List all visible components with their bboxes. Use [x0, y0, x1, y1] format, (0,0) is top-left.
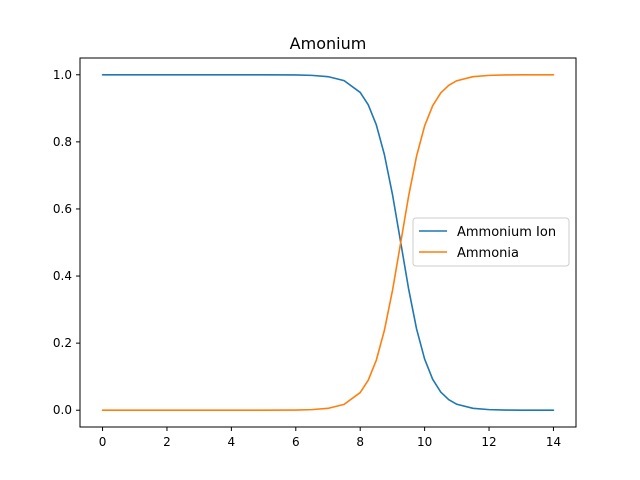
series-line-0 [101, 73, 555, 412]
legend-label-1: Ammonia [457, 246, 519, 261]
axes-frame [79, 57, 577, 428]
y-tick-label: 1.0 [53, 68, 72, 82]
y-tick-label: 0.4 [53, 269, 72, 283]
legend-label-0: Ammonium Ion [457, 225, 556, 240]
x-tick-label: 8 [356, 435, 364, 449]
series-layer [101, 73, 555, 412]
x-tick-label: 2 [163, 435, 171, 449]
axes-layer: 0 2 4 6 8 10 12 14 0.0 0.2 0.4 0.6 0.8 1.0 [53, 57, 577, 449]
y-tick-label: 0.8 [53, 135, 72, 149]
x-tick-label: 12 [481, 435, 496, 449]
y-tick-label: 0.0 [53, 403, 72, 417]
x-tick-label: 14 [546, 435, 561, 449]
x-tick-label: 4 [228, 435, 236, 449]
series-line-1 [101, 73, 555, 412]
x-tick-label: 0 [99, 435, 107, 449]
legend: Ammonium Ion Ammonia [412, 217, 570, 267]
x-tick-label: 6 [292, 435, 300, 449]
chart-title: Amonium [290, 34, 367, 53]
x-tick-label: 10 [417, 435, 432, 449]
y-tick-label: 0.2 [53, 336, 72, 350]
y-tick-label: 0.6 [53, 202, 72, 216]
legend-box [412, 217, 570, 267]
